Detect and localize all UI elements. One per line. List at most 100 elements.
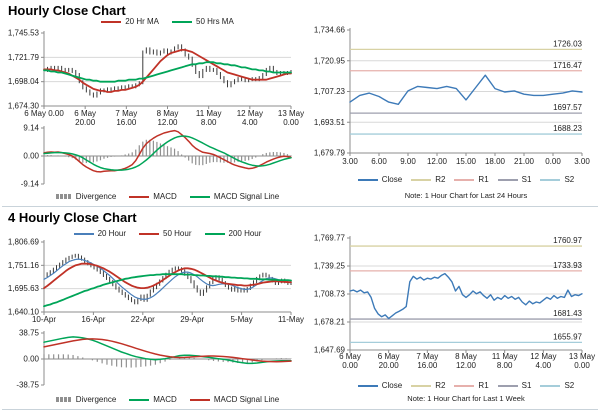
svg-text:18.00: 18.00 [485,157,506,166]
line-swatch-icon [139,232,160,235]
y-axis: 1,806.69 1,751.16 1,695.63 1,640.10 [8,238,45,317]
legend-item-close: Close [357,381,402,390]
page-bottom-divider [2,409,598,410]
svg-text:13 May: 13 May [569,352,595,361]
svg-text:6.00: 6.00 [371,157,387,166]
svg-text:1760.97: 1760.97 [553,236,582,245]
legend-label: 20 Hr MA [125,17,159,26]
svg-text:1,674.30: 1,674.30 [8,102,40,111]
svg-text:0.00: 0.00 [23,152,39,161]
svg-text:7 May: 7 May [416,352,438,361]
svg-text:16.00: 16.00 [116,118,137,127]
svg-text:3.00: 3.00 [574,157,590,166]
legend-item-r2: R2 [411,175,445,184]
series-20-hr-ma [43,48,292,93]
line-swatch-icon [189,398,210,401]
svg-text:1,698.04: 1,698.04 [8,77,40,86]
fourh-macd-chart: 38.75 0.00 -38.75 [16,329,292,390]
legend-item-50-hrs-ma: 50 Hrs MA [172,17,234,26]
legend-hourly-price: 20 Hr MA 50 Hrs MA [44,17,291,26]
svg-text:12 May: 12 May [530,352,556,361]
legend-item-20-hr-ma: 20 Hr MA [101,17,159,26]
legend-item-s1: S1 [497,381,531,390]
series-macd-signal-line [43,338,292,363]
svg-text:4.00: 4.00 [536,361,552,370]
svg-text:1,734.66: 1,734.66 [314,26,346,35]
svg-text:8 May: 8 May [455,352,477,361]
legend-weekly-pivot: Close R2 R1 S1 S2 [350,381,582,390]
legend-label: Close [381,175,403,184]
legend-item-50-hour: 50 Hour [139,229,192,238]
svg-text:1716.47: 1716.47 [553,61,582,70]
line-swatch-icon [189,195,210,198]
legend-label: 200 Hour [228,229,262,238]
svg-text:1733.93: 1733.93 [553,261,582,270]
weekly-pivot-chart: 1,769.77 1,739.25 1,708.73 1,678.21 1,647.69… [314,234,595,371]
svg-text:8.00: 8.00 [201,118,217,127]
svg-text:7 May: 7 May [115,109,137,118]
legend-hourly-macd: Divergence MACD MACD Signal Line [44,192,291,201]
svg-text:6 May: 6 May [378,352,400,361]
legend-item-200-hour: 200 Hour [204,229,262,238]
legend-label: S2 [564,175,575,184]
legend-hourly-pivot: Close R2 R1 S1 S2 [350,175,582,184]
line-swatch-icon [204,232,225,235]
svg-text:6 May 0.00: 6 May 0.00 [24,109,64,118]
svg-text:20.00: 20.00 [75,118,96,127]
svg-text:3.00: 3.00 [342,157,358,166]
hourly-macd-chart: 9.14 0.00 -9.14 [21,124,292,189]
svg-text:0.00: 0.00 [283,118,299,127]
line-swatch-icon [101,20,122,23]
line-swatch-icon [411,384,432,387]
legend-label: R1 [478,381,489,390]
svg-text:11 May: 11 May [196,109,222,118]
svg-text:1688.23: 1688.23 [553,124,582,133]
legend-label: R1 [478,175,489,184]
svg-text:0.00: 0.00 [545,157,561,166]
legend-item-macd-signal-line: MACD Signal Line [189,395,279,404]
y-axis: 1,745.53 1,721.79 1,698.04 1,674.30 [8,29,45,111]
y-axis: 38.75 0.00 -38.75 [16,329,45,390]
svg-text:1,769.77: 1,769.77 [314,234,346,243]
legend-item-macd: MACD [129,192,177,201]
svg-text:1,745.53: 1,745.53 [8,29,40,38]
series-close [349,74,583,106]
bar-swatch-icon [55,194,72,199]
svg-text:-38.75: -38.75 [16,381,39,390]
svg-text:-9.14: -9.14 [21,180,40,189]
svg-text:8 May: 8 May [157,109,179,118]
svg-text:6 May: 6 May [74,109,96,118]
svg-text:11-May: 11-May [278,315,304,324]
x-axis: 3.00 6.00 9.00 12.00 15.00 18.00 21.00 0.00 3.00 [342,152,590,166]
svg-text:1,647.69: 1,647.69 [314,346,346,355]
line-swatch-icon [454,384,475,387]
svg-text:1,806.69: 1,806.69 [8,238,40,247]
svg-text:1,640.10: 1,640.10 [8,308,40,317]
legend-label: Divergence [75,395,117,404]
gridlines [350,60,582,123]
section-title-hourly: Hourly Close Chart [8,3,126,18]
svg-text:1,720.95: 1,720.95 [314,56,346,65]
svg-text:22-Apr: 22-Apr [131,315,155,324]
legend-label: MACD [153,395,177,404]
legend-fourh-macd: Divergence MACD MACD Signal Line [44,395,291,404]
svg-text:1,707.23: 1,707.23 [314,87,346,96]
series-close [349,272,583,320]
svg-text:12.00: 12.00 [427,157,448,166]
legend-item-close: Close [357,175,403,184]
svg-text:29-Apr: 29-Apr [180,315,204,324]
svg-text:38.75: 38.75 [19,329,40,338]
svg-text:5-May: 5-May [230,315,252,324]
svg-text:13 May: 13 May [278,109,304,118]
series-200-hour [43,273,292,308]
legend-label: MACD Signal Line [213,192,280,201]
svg-text:1,679.79: 1,679.79 [314,149,346,158]
line-swatch-icon [497,384,518,387]
pivot-levels: 1726.03 1716.47 1697.57 1688.23 [350,39,583,135]
line-swatch-icon [357,178,378,181]
legend-label: MACD [153,192,177,201]
svg-text:1697.57: 1697.57 [553,103,582,112]
bar-swatch-icon [55,397,72,402]
